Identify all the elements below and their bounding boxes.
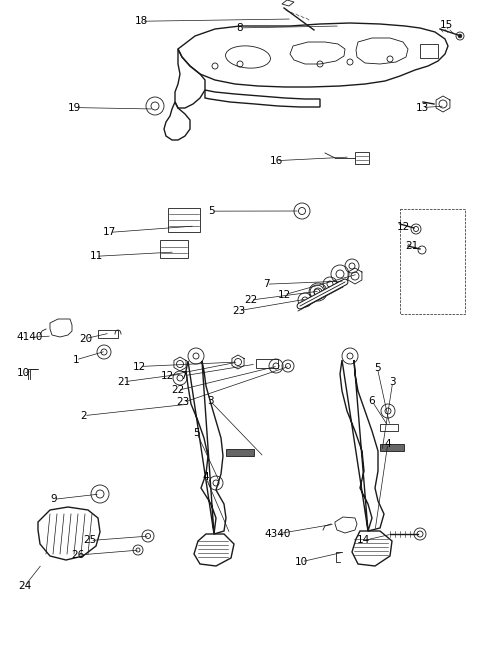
Text: 25: 25 [84,535,97,546]
Text: 3: 3 [389,377,396,388]
Text: 5: 5 [193,428,200,438]
Text: 8: 8 [237,23,243,33]
Bar [355,152,369,164]
Bar [256,359,278,368]
Text: 20: 20 [79,333,92,344]
Text: 23: 23 [177,397,190,408]
Text: 24: 24 [18,580,32,591]
Text: 7: 7 [180,371,187,381]
Text: 5: 5 [374,363,381,373]
Text: 2: 2 [81,410,87,421]
Text: 15: 15 [440,20,453,31]
Text: 4: 4 [384,438,391,449]
Bar [380,444,404,451]
Bar [160,240,188,258]
Text: 22: 22 [171,385,184,396]
Text: 9: 9 [50,494,57,505]
Text: 14: 14 [357,535,371,546]
Bar [98,330,118,338]
Bar [226,449,254,456]
Text: 11: 11 [89,251,103,262]
Text: 4340: 4340 [264,529,290,539]
Text: 19: 19 [68,102,81,113]
Text: 3: 3 [207,396,214,406]
Circle shape [458,34,462,38]
Text: 18: 18 [135,16,148,27]
Text: 21: 21 [405,240,419,251]
Text: 4: 4 [202,471,209,482]
Text: 21: 21 [117,376,131,387]
Text: 23: 23 [232,305,245,316]
Text: 12: 12 [396,222,410,232]
Bar [380,424,398,431]
Text: 17: 17 [103,227,116,238]
Text: 12: 12 [132,361,146,372]
Text: 10: 10 [16,368,30,378]
Text: 6: 6 [369,396,375,406]
Bar [168,208,200,232]
Text: 10: 10 [295,556,308,567]
Text: 13: 13 [416,102,429,113]
Text: 22: 22 [244,295,257,305]
Text: 12: 12 [160,371,174,381]
Text: 16: 16 [269,155,283,166]
Text: 5: 5 [208,206,215,216]
Text: 12: 12 [277,290,291,300]
Text: 1: 1 [72,355,79,365]
Text: 26: 26 [71,550,84,560]
Bar [420,44,438,58]
Text: 7: 7 [263,279,270,290]
Text: 4140: 4140 [17,332,43,343]
